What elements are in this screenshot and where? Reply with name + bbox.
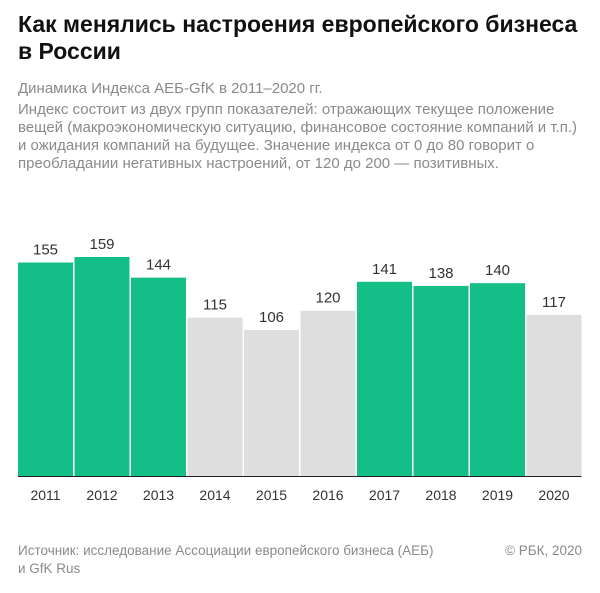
bar-2018 xyxy=(413,285,469,476)
bar-2013 xyxy=(131,277,186,476)
source-note: Источник: исследование Ассоциации европе… xyxy=(18,543,434,576)
chart-title: Как менялись настроения европейского биз… xyxy=(18,11,578,64)
data-label-2018: 138 xyxy=(428,265,453,282)
x-tick-2012: 2012 xyxy=(86,487,117,503)
bar-2014 xyxy=(187,317,243,476)
x-tick-2017: 2017 xyxy=(369,487,400,503)
data-label-2019: 140 xyxy=(485,262,510,279)
x-tick-2011: 2011 xyxy=(30,487,60,503)
bar-2011 xyxy=(18,262,73,476)
data-label-2012: 159 xyxy=(89,236,114,253)
x-tick-2013: 2013 xyxy=(143,487,174,503)
data-label-2020: 117 xyxy=(542,294,566,311)
bar-2012 xyxy=(74,257,130,476)
chart-description: Индекс состоит из двух групп показателей… xyxy=(18,101,578,172)
x-tick-2020: 2020 xyxy=(538,487,569,503)
bar-chart: 155 2011 159 2012 144 2013 115 2014 106 2015 120 20… xyxy=(18,236,582,503)
bar-2019 xyxy=(470,283,525,476)
x-tick-2014: 2014 xyxy=(199,487,230,503)
copyright: © РБК, 2020 xyxy=(505,543,582,558)
data-label-2014: 115 xyxy=(203,297,227,314)
x-tick-2018: 2018 xyxy=(425,487,456,503)
x-tick-2015: 2015 xyxy=(256,487,287,503)
x-tick-2016: 2016 xyxy=(312,487,343,503)
bar-2020 xyxy=(526,314,582,476)
bar-2017 xyxy=(357,281,412,476)
bar-2015 xyxy=(244,330,299,476)
x-tick-2019: 2019 xyxy=(482,487,513,503)
data-label-2016: 120 xyxy=(315,290,340,307)
bar-2016 xyxy=(300,310,356,476)
data-label-2011: 155 xyxy=(33,242,58,259)
data-label-2015: 106 xyxy=(259,309,284,326)
data-label-2013: 144 xyxy=(146,257,171,274)
chart-subtitle: Динамика Индекса АЕБ-GfK в 2011–2020 гг. xyxy=(18,80,323,97)
data-label-2017: 141 xyxy=(372,261,397,278)
